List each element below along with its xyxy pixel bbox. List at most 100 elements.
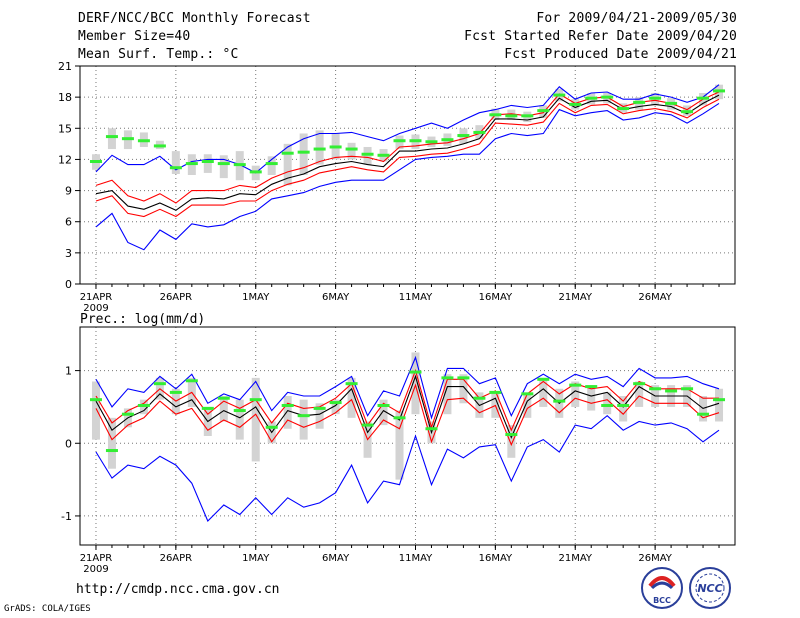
prec-median — [681, 387, 694, 391]
prec-frame — [79, 326, 736, 546]
temp-ytick-label: 0 — [65, 278, 72, 291]
temp-ytick-label: 12 — [58, 153, 72, 166]
temp-xtick-label: 26MAY — [638, 292, 672, 303]
prec-box — [107, 417, 116, 469]
prec-box — [539, 377, 548, 407]
temp-median — [537, 109, 550, 113]
prec-median — [153, 382, 166, 386]
prec-median — [169, 390, 182, 394]
prec-median — [201, 406, 214, 410]
prec-box — [219, 396, 228, 422]
temp-median — [281, 151, 294, 155]
prec-box — [251, 377, 260, 462]
temp-median — [473, 130, 486, 134]
temp-box — [203, 154, 212, 173]
temp-median — [585, 96, 598, 100]
prec-median — [713, 398, 726, 402]
prec-box — [587, 385, 596, 411]
temp-median — [217, 162, 230, 166]
prec-series-min — [95, 414, 720, 522]
prec-box — [715, 388, 724, 422]
prec-median — [345, 382, 358, 386]
grads-credit: GrADS: COLA/IGES — [4, 604, 91, 614]
temp-median — [425, 140, 438, 144]
footer-url[interactable]: http://cmdp.ncc.cma.gov.cn — [76, 582, 280, 597]
prec-xtick-label: 26MAY — [638, 553, 672, 564]
prec-median — [665, 389, 678, 393]
temp-median — [313, 147, 326, 151]
logos: BCC NCC — [641, 567, 731, 609]
temp-ytick-label: 6 — [65, 216, 72, 229]
forecast-period: For 2009/04/21-2009/05/30 — [536, 11, 737, 26]
temp-box — [171, 151, 180, 174]
temp-series-max — [95, 84, 720, 174]
prec-xtick-label: 6MAY — [322, 553, 350, 564]
temp-ytick-label: 21 — [58, 60, 72, 73]
temp-median — [297, 150, 310, 154]
chart-title: DERF/NCC/BCC Monthly Forecast — [78, 11, 311, 26]
temp-median — [345, 147, 358, 151]
prec-xtick-label: 1MAY — [242, 553, 270, 564]
prec-median — [265, 425, 278, 429]
prec-median — [553, 399, 566, 403]
temp-series-lower — [95, 98, 720, 218]
prec-xtick-label: 26APR — [160, 553, 193, 564]
temp-median — [681, 110, 694, 114]
prec-median — [89, 398, 102, 402]
bottom-panel-variable: Prec.: log(mm/d) — [80, 312, 205, 327]
prec-median — [569, 383, 582, 387]
prec-xtick-label: 16MAY — [479, 553, 513, 564]
prec-box — [315, 403, 324, 429]
prec-median — [233, 409, 246, 413]
prec-series-mean — [95, 374, 720, 439]
temp-median — [441, 138, 454, 142]
prec-median — [393, 416, 406, 420]
temp-ytick-label: 15 — [58, 122, 72, 135]
prec-median — [409, 370, 422, 374]
temp-median — [409, 139, 422, 143]
prec-median — [297, 414, 310, 418]
temp-xtick-label: 16MAY — [479, 292, 513, 303]
prec-median — [425, 427, 438, 431]
prec-median — [537, 377, 550, 381]
temp-box — [363, 146, 372, 165]
prec-median — [633, 382, 646, 386]
prec-box — [635, 381, 644, 407]
prec-median — [217, 396, 230, 400]
temp-median — [153, 144, 166, 148]
prec-box — [619, 396, 628, 422]
temp-median — [137, 139, 150, 143]
prec-box — [411, 352, 420, 415]
prec-box — [507, 425, 516, 458]
temp-xtick-label: 6MAY — [322, 292, 350, 303]
prec-box — [91, 381, 100, 440]
temp-median — [121, 137, 134, 141]
temp-median — [361, 152, 374, 156]
ncc-logo: NCC — [689, 567, 731, 609]
temp-median — [713, 89, 726, 93]
refer-date: Fcst Started Refer Date 2009/04/20 — [464, 29, 737, 44]
temp-median — [617, 107, 630, 111]
temp-box — [267, 156, 276, 175]
temp-median — [185, 162, 198, 166]
temp-median — [569, 102, 582, 106]
prec-ytick-label: 1 — [65, 365, 72, 378]
prec-median — [361, 423, 374, 427]
prec-median — [441, 376, 454, 380]
temp-median — [697, 96, 710, 100]
member-size: Member Size=40 — [78, 29, 191, 44]
prec-series-max — [95, 355, 720, 420]
prec-box — [299, 399, 308, 440]
prec-median — [377, 403, 390, 407]
prec-median — [697, 412, 710, 416]
prec-ytick-label: -1 — [61, 510, 72, 523]
prec-median — [473, 396, 486, 400]
prec-xtick-label: 21MAY — [558, 553, 592, 564]
temp-median — [201, 160, 214, 164]
temp-median — [105, 135, 118, 139]
prec-median — [329, 401, 342, 405]
prec-xtick-label: 11MAY — [399, 553, 433, 564]
temp-median — [633, 100, 646, 104]
prec-median — [281, 403, 294, 407]
